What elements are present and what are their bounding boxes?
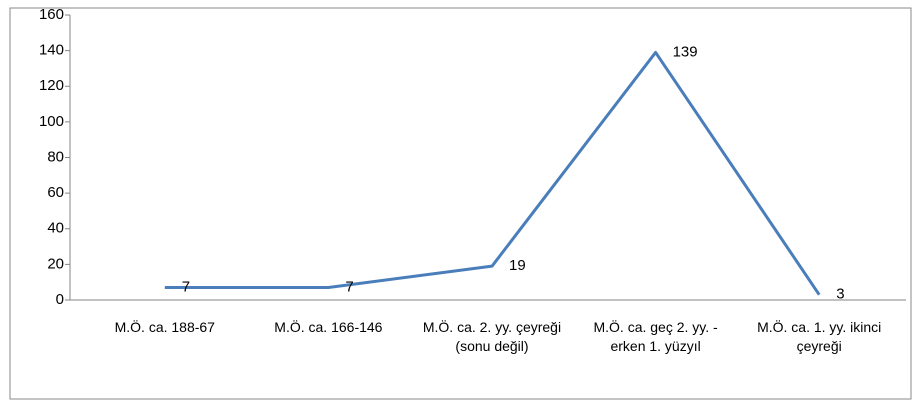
y-tick-label: 140 bbox=[39, 42, 64, 59]
data-label: 139 bbox=[673, 43, 698, 60]
y-tick-label: 60 bbox=[47, 184, 64, 201]
y-tick-label: 0 bbox=[56, 291, 64, 308]
x-tick-label: M.Ö. ca. geç 2. yy. - erken 1. yüzyıl bbox=[593, 319, 718, 354]
y-tick-label: 20 bbox=[47, 255, 64, 272]
data-label: 7 bbox=[182, 279, 190, 296]
y-tick-label: 120 bbox=[39, 77, 64, 94]
y-tick-label: 160 bbox=[39, 6, 64, 23]
data-label: 19 bbox=[509, 257, 526, 274]
x-tick-label: M.Ö. ca. 188-67 bbox=[114, 319, 215, 335]
y-tick-label: 100 bbox=[39, 113, 64, 130]
x-tick-label: M.Ö. ca. 1. yy. ikinci çeyreği bbox=[757, 319, 882, 354]
data-label: 3 bbox=[836, 286, 844, 303]
y-tick-label: 80 bbox=[47, 148, 64, 165]
line bbox=[164, 50, 821, 296]
x-tick-label: M.Ö. ca. 166-146 bbox=[274, 319, 383, 335]
chart-border bbox=[9, 7, 912, 400]
y-tick-label: 40 bbox=[47, 220, 64, 237]
x-tick-label: M.Ö. ca. 2. yy. çeyreği (sonu değil) bbox=[422, 319, 562, 354]
data-label: 7 bbox=[345, 279, 353, 296]
